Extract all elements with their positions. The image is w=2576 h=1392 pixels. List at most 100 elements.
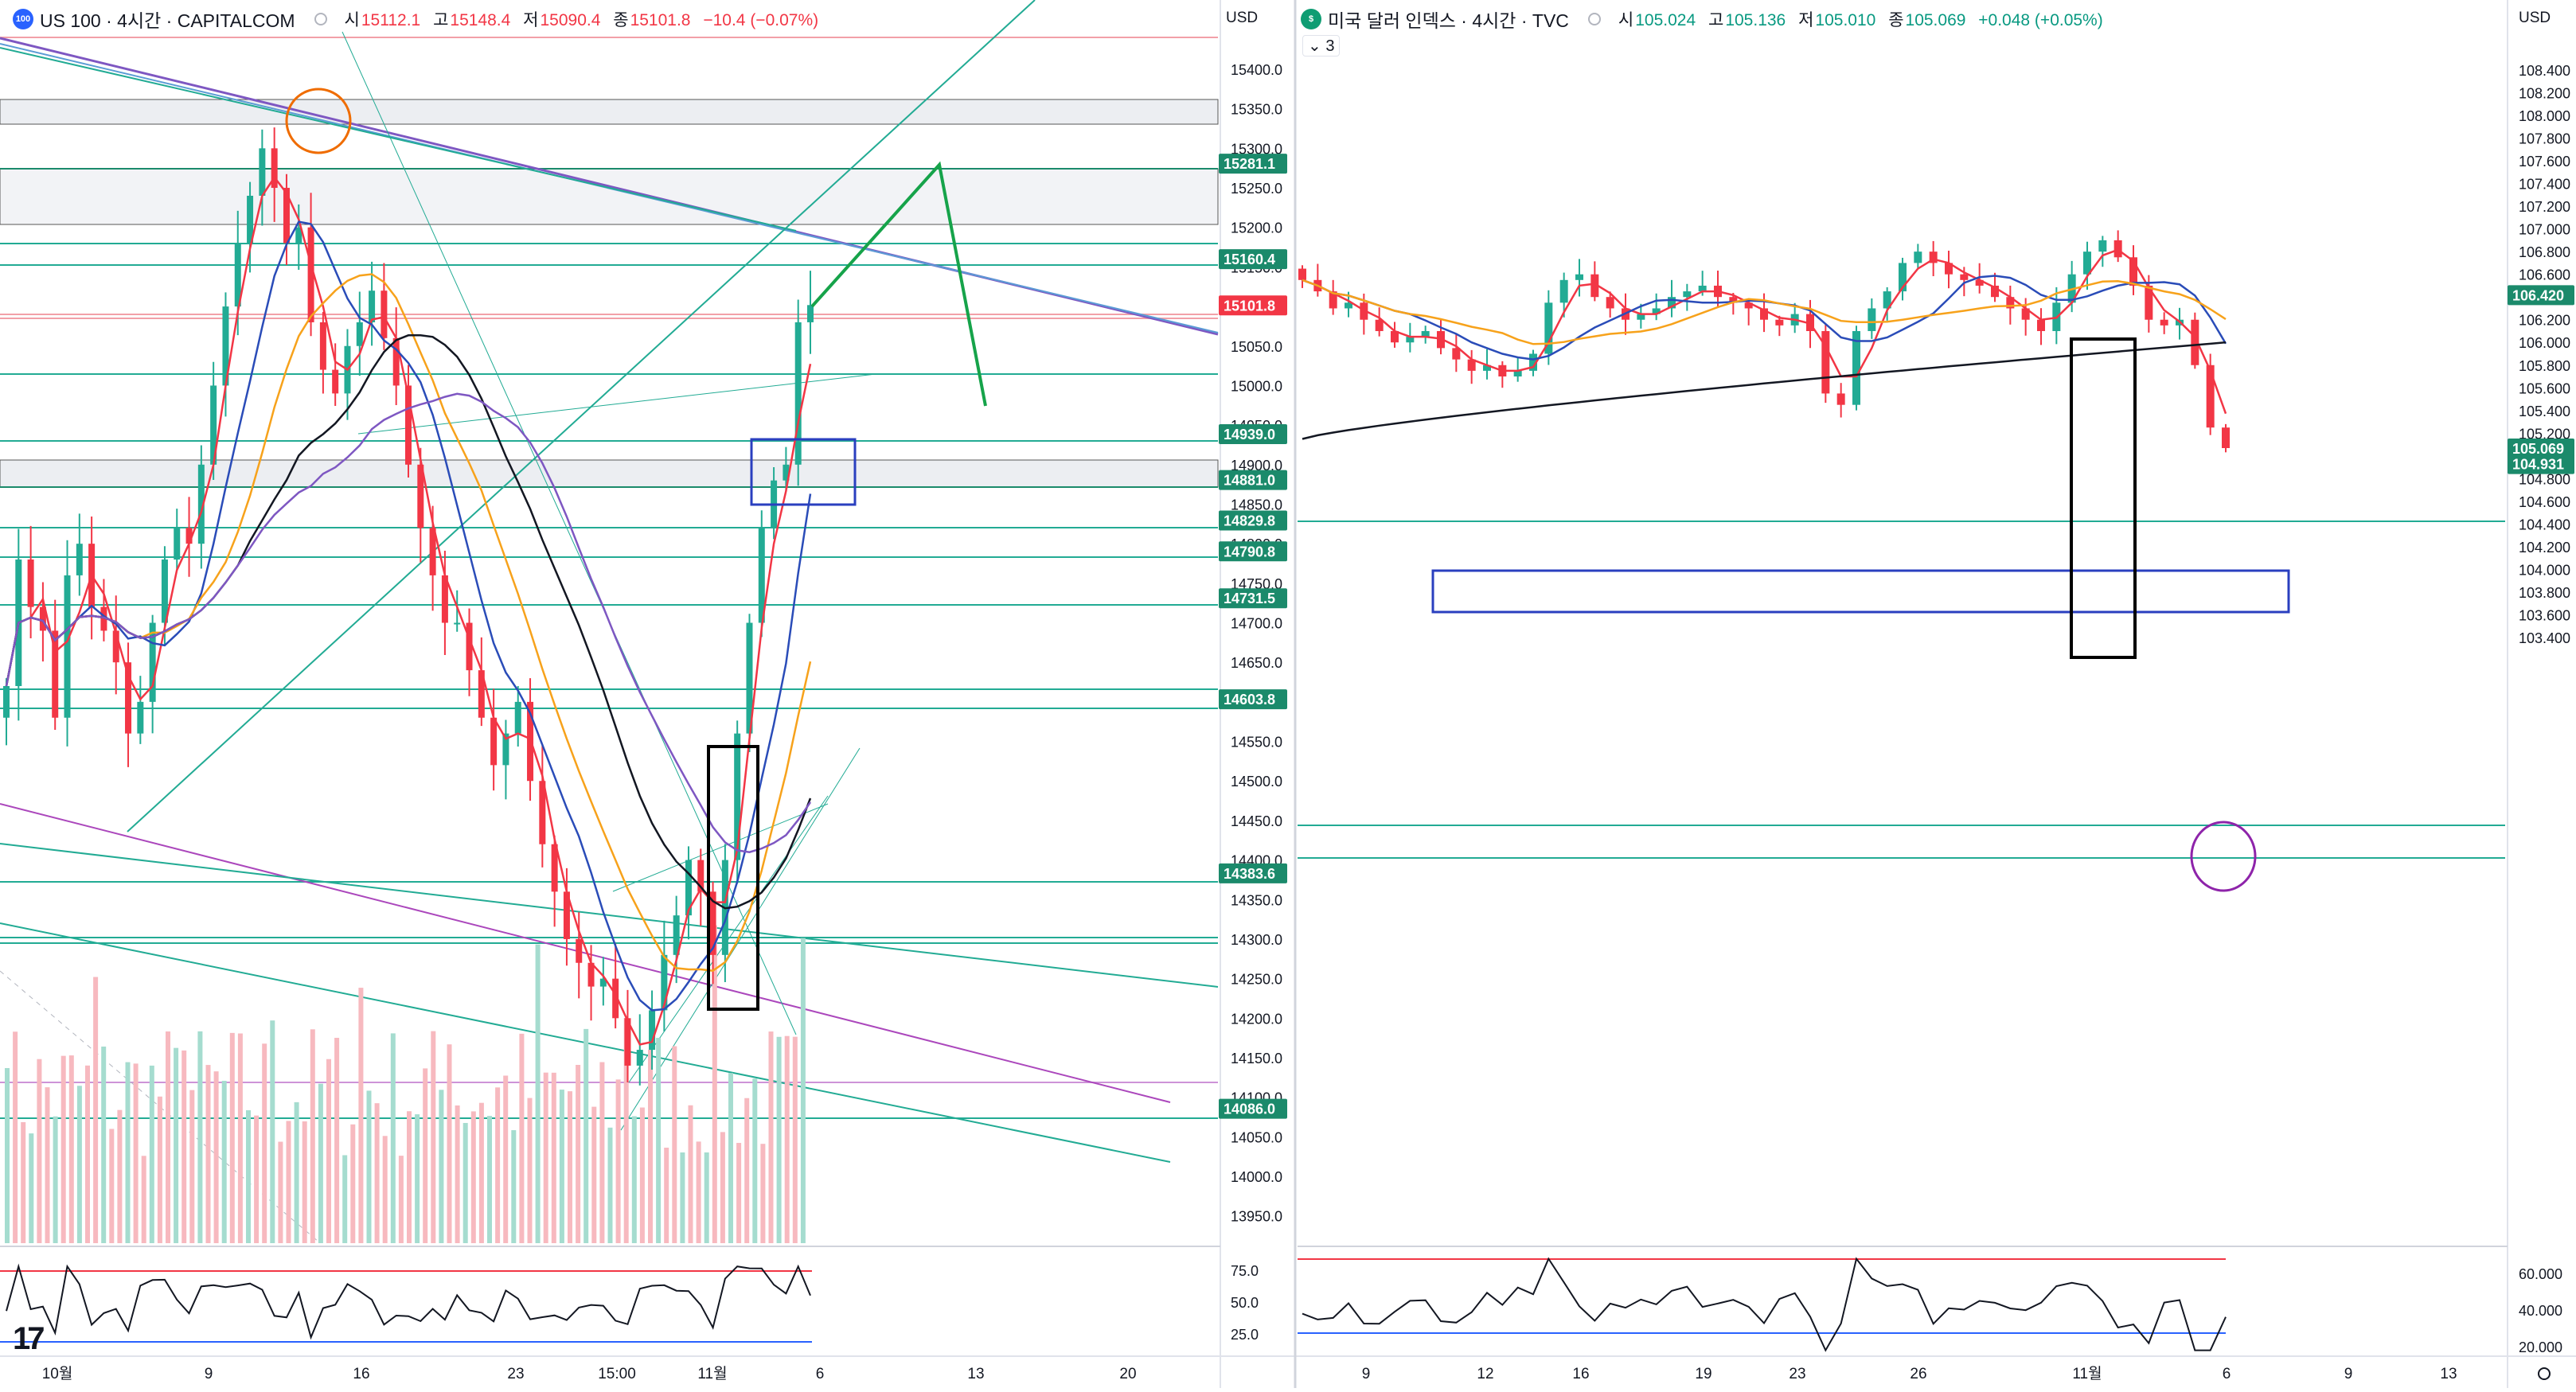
- price-tag: [1219, 154, 1287, 174]
- trend-line: [342, 31, 797, 1035]
- volume-bar: [487, 1116, 492, 1243]
- volume-bar: [326, 1059, 331, 1243]
- price-tag: [2508, 454, 2574, 474]
- reversal-box: [2070, 337, 2137, 659]
- candle-body: [1836, 393, 1845, 405]
- candle-body: [356, 322, 363, 346]
- candle-body: [1852, 330, 1860, 405]
- price-axis-label: 103.600: [2519, 607, 2570, 623]
- indicator-collapse-button[interactable]: ⌄ 3: [1302, 35, 1341, 57]
- candle-body: [1606, 297, 1614, 309]
- trend-line: [612, 803, 829, 892]
- price-axis-label: 106.000: [2519, 335, 2570, 351]
- candle-body: [1899, 263, 1907, 292]
- candle-body: [125, 662, 132, 734]
- volume-bar: [623, 1017, 629, 1243]
- volume-bar: [712, 925, 717, 1243]
- price-axis-label: 14350.0: [1231, 892, 1282, 908]
- volume-bar: [503, 1075, 509, 1243]
- time-axis-label: 15:00: [598, 1366, 636, 1382]
- candle-body: [1329, 291, 1337, 309]
- volume-bar: [262, 1043, 267, 1243]
- candle-body: [429, 528, 436, 575]
- left-change: −10.4 (−0.07%): [703, 11, 819, 29]
- volume-bar: [174, 1047, 179, 1243]
- candle-body: [2129, 257, 2137, 286]
- volume-bar: [93, 977, 99, 1243]
- candle-body: [1929, 251, 1938, 263]
- volume-bar: [53, 1116, 58, 1243]
- left-legend[interactable]: 100 US 100 · 4시간 · CAPITALCOM 시15112.1 고…: [13, 5, 826, 33]
- volume-bar: [166, 1031, 170, 1243]
- trend-line: [628, 795, 829, 1083]
- price-axis-label: 14000.0: [1231, 1169, 1282, 1185]
- volume-bar: [76, 1086, 82, 1243]
- left-currency-label[interactable]: USD: [1226, 10, 1259, 26]
- left-symbol-title[interactable]: US 100 · 4시간 · CAPITALCOM: [40, 10, 295, 31]
- volume-bar: [101, 1046, 107, 1243]
- volume-bar: [270, 1020, 275, 1243]
- right-symbol-title[interactable]: 미국 달러 인덱스 · 4시간 · TVC: [1328, 10, 1569, 31]
- visibility-toggle-icon[interactable]: [314, 13, 327, 25]
- candle-body: [783, 464, 790, 481]
- right-chart[interactable]: 108.400 108.200 108.000 107.800 107.600 107.4…: [1298, 0, 2576, 1388]
- right-currency-label[interactable]: USD: [2519, 10, 2551, 26]
- visibility-toggle-icon[interactable]: [1587, 13, 1601, 25]
- price-tag: [1219, 470, 1287, 490]
- volume-bar: [696, 1141, 701, 1243]
- candle-body: [1744, 302, 1753, 309]
- price-axis-label: 15400.0: [1231, 62, 1282, 78]
- candle-body: [369, 290, 376, 322]
- price-axis-label: 14750.0: [1231, 576, 1282, 592]
- candle-body: [649, 1010, 656, 1051]
- price-tag-label: 15160.4: [1224, 251, 1275, 267]
- candle-body: [466, 622, 473, 671]
- volume-bar: [656, 1038, 662, 1243]
- candle-body: [1345, 302, 1352, 309]
- volume-bar: [181, 1050, 187, 1243]
- volume-bar: [576, 1064, 581, 1243]
- candle-body: [76, 544, 83, 575]
- time-axis-label: 9: [205, 1366, 213, 1382]
- volume-bar: [639, 1107, 645, 1243]
- volume-bar: [60, 1055, 66, 1243]
- price-axis-label: 13950.0: [1231, 1209, 1282, 1225]
- time-axis-label: 23: [507, 1366, 524, 1382]
- candle-body: [685, 860, 692, 916]
- candle-body: [100, 606, 107, 631]
- candle-body: [734, 733, 741, 860]
- time-axis-label: 11월: [697, 1365, 727, 1382]
- candle-body: [1960, 274, 1969, 280]
- candle-body: [1760, 308, 1768, 320]
- volume-bar: [680, 1152, 685, 1243]
- volume-bar: [366, 1090, 372, 1243]
- breakout-box: [707, 745, 759, 1011]
- candle-body: [1391, 330, 1399, 343]
- trend-line: [0, 47, 797, 232]
- volume-bar: [342, 1155, 348, 1243]
- rsi-line: [6, 1263, 811, 1340]
- left-chart[interactable]: 15400.015350.015300.015250.015200.015150…: [0, 0, 1298, 1388]
- candle-body: [197, 464, 205, 544]
- time-axis-label: 16: [353, 1366, 369, 1382]
- candle-body: [502, 733, 509, 766]
- volume-bar: [407, 1111, 412, 1243]
- price-axis-label: 15250.0: [1231, 181, 1282, 197]
- candle-body: [1668, 297, 1676, 309]
- dollar-badge-icon: $: [1301, 9, 1321, 29]
- price-axis-label: 105.600: [2519, 380, 2570, 396]
- candle-body: [137, 701, 144, 734]
- volume-bar: [559, 1090, 564, 1243]
- price-axis-label: 14900.0: [1231, 458, 1282, 474]
- candle-body: [1483, 365, 1491, 371]
- left-ohlc: 시15112.1 고15148.4 저15090.4 종15101.8 −10.…: [344, 11, 819, 29]
- right-legend[interactable]: $ 미국 달러 인덱스 · 4시간 · TVC 시105.024 고105.13…: [1301, 5, 2111, 33]
- candle-body: [2160, 319, 2168, 326]
- price-axis-label: 107.200: [2519, 199, 2570, 215]
- resistance-zone: [0, 168, 1219, 225]
- candle-body: [52, 630, 59, 718]
- volume-bar: [591, 1106, 597, 1243]
- volume-bar: [157, 1096, 162, 1243]
